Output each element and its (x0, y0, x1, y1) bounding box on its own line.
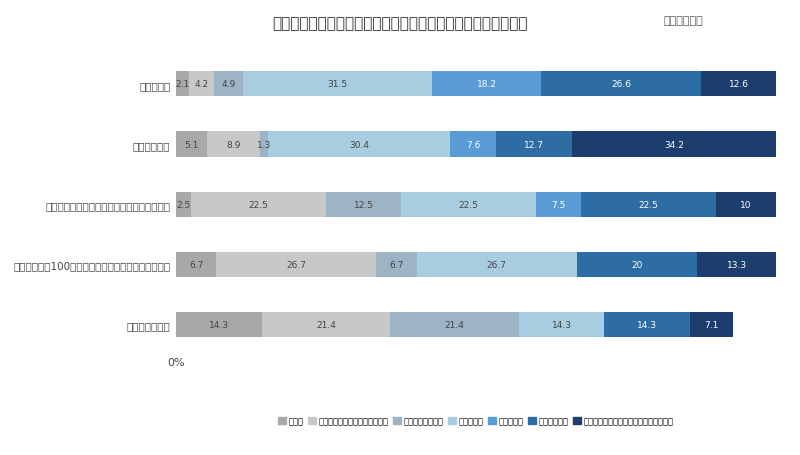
Bar (176, 312, 262, 338)
Bar (390, 312, 518, 338)
Bar (191, 192, 326, 217)
Bar (189, 72, 214, 97)
Bar (432, 72, 542, 97)
Bar (581, 192, 716, 217)
Text: 21.4: 21.4 (445, 320, 464, 329)
Text: 22.5: 22.5 (458, 200, 478, 209)
Text: 26.7: 26.7 (486, 260, 506, 269)
Text: 7.6: 7.6 (466, 140, 480, 149)
Text: 2.5: 2.5 (176, 200, 190, 209)
Bar (243, 72, 432, 97)
Bar (690, 312, 733, 338)
Bar (176, 192, 191, 217)
Text: 4.2: 4.2 (194, 80, 208, 89)
Text: 30.4: 30.4 (349, 140, 369, 149)
Bar (262, 312, 390, 338)
Bar (697, 252, 777, 278)
Text: 5.1: 5.1 (184, 140, 198, 149)
Text: 14.3: 14.3 (209, 320, 229, 329)
Text: 21.4: 21.4 (316, 320, 336, 329)
Bar (572, 132, 778, 157)
Bar (577, 252, 697, 278)
Text: 22.5: 22.5 (249, 200, 269, 209)
Text: 7.5: 7.5 (551, 200, 566, 209)
Bar (417, 252, 577, 278)
Bar (260, 132, 268, 157)
Text: 22.5: 22.5 (638, 200, 658, 209)
Text: 20: 20 (631, 260, 642, 269)
Text: 6.7: 6.7 (390, 260, 404, 269)
Text: 18.2: 18.2 (477, 80, 497, 89)
Text: 商品の購入を迷っている際に、最も参考にする人へのイメージ: 商品の購入を迷っている際に、最も参考にする人へのイメージ (272, 16, 528, 31)
Text: 8.9: 8.9 (226, 140, 241, 149)
Bar (701, 72, 777, 97)
Text: 10: 10 (740, 200, 752, 209)
Bar (518, 312, 605, 338)
Text: 14.3: 14.3 (551, 320, 571, 329)
Bar (376, 252, 417, 278)
Bar (176, 132, 206, 157)
Bar (605, 312, 690, 338)
Text: 1.3: 1.3 (257, 140, 271, 149)
Bar (542, 72, 701, 97)
Text: 12.6: 12.6 (729, 80, 749, 89)
Text: 2.1: 2.1 (175, 80, 190, 89)
Text: 26.7: 26.7 (286, 260, 306, 269)
Bar (176, 72, 189, 97)
Bar (716, 192, 776, 217)
Bar (176, 252, 216, 278)
Text: 14.3: 14.3 (638, 320, 658, 329)
Bar (450, 132, 496, 157)
Text: 26.6: 26.6 (611, 80, 631, 89)
Bar (214, 72, 243, 97)
Text: 12.7: 12.7 (524, 140, 544, 149)
Text: 7.1: 7.1 (704, 320, 718, 329)
Text: 4.9: 4.9 (222, 80, 236, 89)
Bar (496, 132, 572, 157)
Legend: 憧れる, 最新のトレンドを教えてくれる, 真似したいと思う, 信頼できる, 共感できる, 身近に感じる, 自分にあったおすすめを提案してくれる: 憧れる, 最新のトレンドを教えてくれる, 真似したいと思う, 信頼できる, 共感… (274, 413, 678, 429)
Bar (536, 192, 581, 217)
Bar (206, 132, 260, 157)
Text: 13.3: 13.3 (726, 260, 746, 269)
Bar (216, 252, 376, 278)
Bar (268, 132, 450, 157)
Bar (401, 192, 536, 217)
Text: 12.5: 12.5 (354, 200, 374, 209)
Text: 31.5: 31.5 (328, 80, 348, 89)
Text: （単一回答）: （単一回答） (664, 16, 704, 26)
Bar (326, 192, 401, 217)
Text: 6.7: 6.7 (189, 260, 203, 269)
Text: 34.2: 34.2 (665, 140, 685, 149)
